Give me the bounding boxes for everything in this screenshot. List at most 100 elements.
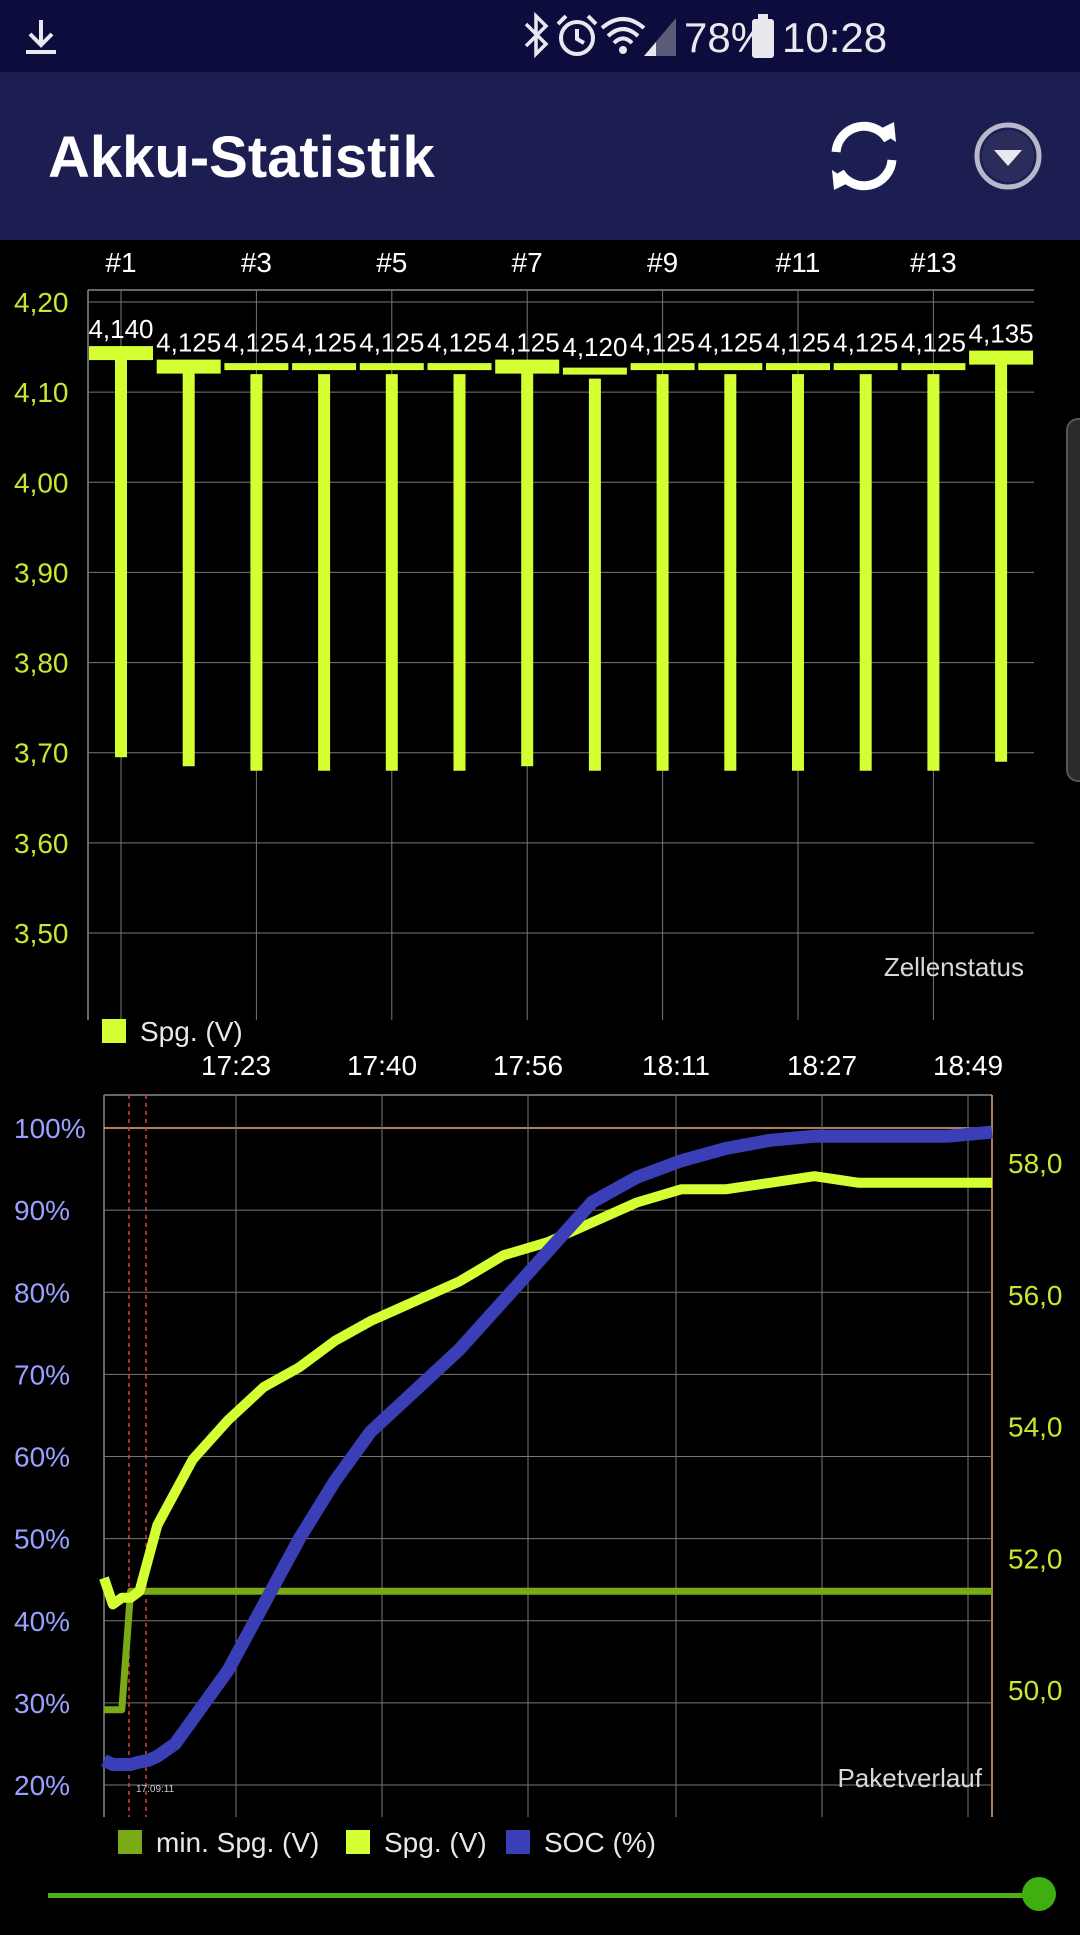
cell-value-label: 4,125 xyxy=(427,328,492,358)
y-right-tick-label: 58,0 xyxy=(1008,1148,1063,1179)
x-tick-label: 18:27 xyxy=(787,1055,857,1081)
cell-range-bar xyxy=(588,378,601,771)
legend-label-soc: SOC (%) xyxy=(544,1827,656,1858)
x-tick-label: #13 xyxy=(910,247,957,278)
x-tick-label: #1 xyxy=(105,247,136,278)
cell-range-bar xyxy=(250,374,263,771)
x-tick-label: #11 xyxy=(776,247,821,278)
x-tick-label: #3 xyxy=(241,247,272,278)
edge-panel-handle[interactable] xyxy=(1066,418,1080,782)
bluetooth-icon xyxy=(524,12,549,58)
cell-voltage-bar xyxy=(901,363,966,371)
soc-line xyxy=(101,1125,993,1771)
cell-voltage-bar xyxy=(359,363,424,371)
y-right-tick-label: 50,0 xyxy=(1008,1675,1063,1706)
refresh-icon[interactable] xyxy=(822,114,906,198)
cell-value-label: 4,125 xyxy=(630,328,695,358)
cell-voltage-bar xyxy=(427,363,492,371)
cell-value-label: 4,125 xyxy=(901,328,966,358)
legend-label-spg2: Spg. (V) xyxy=(384,1827,487,1858)
cell-status-chart: #1 #3 #5 #7 #9 #11 #13 4,20 4,10 4,00 3,90 3,80 3,7… xyxy=(14,247,1034,1020)
battery-icon xyxy=(752,14,774,58)
cell-value-label: 4,125 xyxy=(224,328,289,358)
cell-value-label: 4,140 xyxy=(88,314,153,344)
cell-range-bar xyxy=(927,374,940,771)
cell-range-bar xyxy=(995,357,1008,762)
legend-swatch-spg2 xyxy=(346,1830,370,1854)
x-tick-label: 18:11 xyxy=(642,1055,710,1081)
y-left-tick-label: 20% xyxy=(14,1770,70,1801)
alarm-icon xyxy=(556,14,598,56)
x-tick-label: #9 xyxy=(647,247,678,278)
cell-voltage-bar xyxy=(224,363,289,371)
y-left-tick-label: 70% xyxy=(14,1359,70,1390)
pack-chart-legend: min. Spg. (V) Spg. (V) SOC (%) xyxy=(118,1827,656,1858)
spg-line xyxy=(99,1171,992,1610)
y-tick-label: 3,80 xyxy=(14,648,69,679)
x-tick-label: 17:56 xyxy=(493,1055,563,1081)
y-tick-label: 4,00 xyxy=(14,467,69,498)
cell-value-label: 4,125 xyxy=(833,328,898,358)
y-left-tick-label: 80% xyxy=(14,1277,70,1308)
y-tick-label: 3,90 xyxy=(14,557,69,588)
cell-value-label: 4,125 xyxy=(359,328,424,358)
y-tick-label: 4,10 xyxy=(14,377,69,408)
time-range-slider[interactable] xyxy=(48,1877,1056,1911)
cell-range-bar xyxy=(792,374,804,771)
cell-value-label: 4,125 xyxy=(156,328,221,358)
y-left-tick-label: 100% xyxy=(14,1113,86,1144)
slider-thumb[interactable] xyxy=(1022,1877,1056,1911)
cell-value-label: 4,125 xyxy=(698,328,763,358)
marker-label: 17:09:11 xyxy=(136,1784,175,1795)
y-right-tick-label: 52,0 xyxy=(1008,1543,1063,1574)
wifi-icon xyxy=(600,17,646,54)
cell-voltage-bar xyxy=(698,363,763,371)
x-tick-label: #5 xyxy=(376,247,407,278)
cell-voltage-bar xyxy=(833,363,898,371)
y-tick-label: 3,70 xyxy=(14,738,69,769)
y-left-tick-label: 30% xyxy=(14,1688,70,1719)
clock: 10:28 xyxy=(782,14,888,61)
pack-history-chart: 17:23 17:40 17:56 18:11 18:27 18:49 100% 90% 80… xyxy=(14,1055,1063,1858)
legend-swatch-spg xyxy=(102,1019,126,1043)
cell-voltage-bar xyxy=(495,359,560,374)
app-bar: Akku-Statistik xyxy=(0,72,1080,240)
cell-range-bar xyxy=(859,374,872,771)
cell-value-label: 4,125 xyxy=(765,328,830,358)
y-right-tick-label: 56,0 xyxy=(1008,1280,1063,1311)
y-right-tick-label: 54,0 xyxy=(1008,1412,1063,1443)
cell-range-bar xyxy=(521,365,534,767)
cell-value-label: 4,125 xyxy=(495,328,560,358)
legend-label-spg: Spg. (V) xyxy=(140,1016,243,1047)
cell-value-label: 4,120 xyxy=(562,332,627,362)
cell-chart-title: Zellenstatus xyxy=(884,952,1024,982)
legend-swatch-soc xyxy=(506,1830,530,1854)
dropdown-icon[interactable] xyxy=(972,120,1044,192)
x-tick-label: 17:23 xyxy=(201,1055,271,1081)
y-left-tick-label: 60% xyxy=(14,1442,70,1473)
cell-range-bar xyxy=(318,374,331,771)
x-tick-label: 18:49 xyxy=(933,1055,1003,1081)
legend-label-min-spg: min. Spg. (V) xyxy=(156,1827,319,1858)
signal-icon xyxy=(644,18,676,56)
cell-range-bar xyxy=(385,374,398,771)
cell-range-bar xyxy=(115,356,127,758)
cell-range-bar xyxy=(724,374,737,771)
cell-range-bar xyxy=(453,374,466,771)
y-left-tick-label: 90% xyxy=(14,1195,70,1226)
y-left-tick-label: 40% xyxy=(14,1606,70,1637)
page-title: Akku-Statistik xyxy=(48,125,435,190)
cell-voltage-bar xyxy=(969,350,1034,365)
cell-voltage-bar xyxy=(156,359,221,374)
x-tick-label: 17:40 xyxy=(347,1055,417,1081)
cell-voltage-bar xyxy=(89,346,153,361)
slider-track xyxy=(48,1893,1040,1898)
cell-voltage-bar xyxy=(630,363,695,371)
status-bar: 78% 10:28 xyxy=(0,0,1080,72)
legend-swatch-min-spg xyxy=(118,1830,142,1854)
y-tick-label: 3,60 xyxy=(14,828,69,859)
cell-range-bar xyxy=(182,365,195,767)
y-tick-label: 3,50 xyxy=(14,918,69,949)
download-icon xyxy=(26,20,56,54)
cell-voltage-bar xyxy=(562,367,627,375)
